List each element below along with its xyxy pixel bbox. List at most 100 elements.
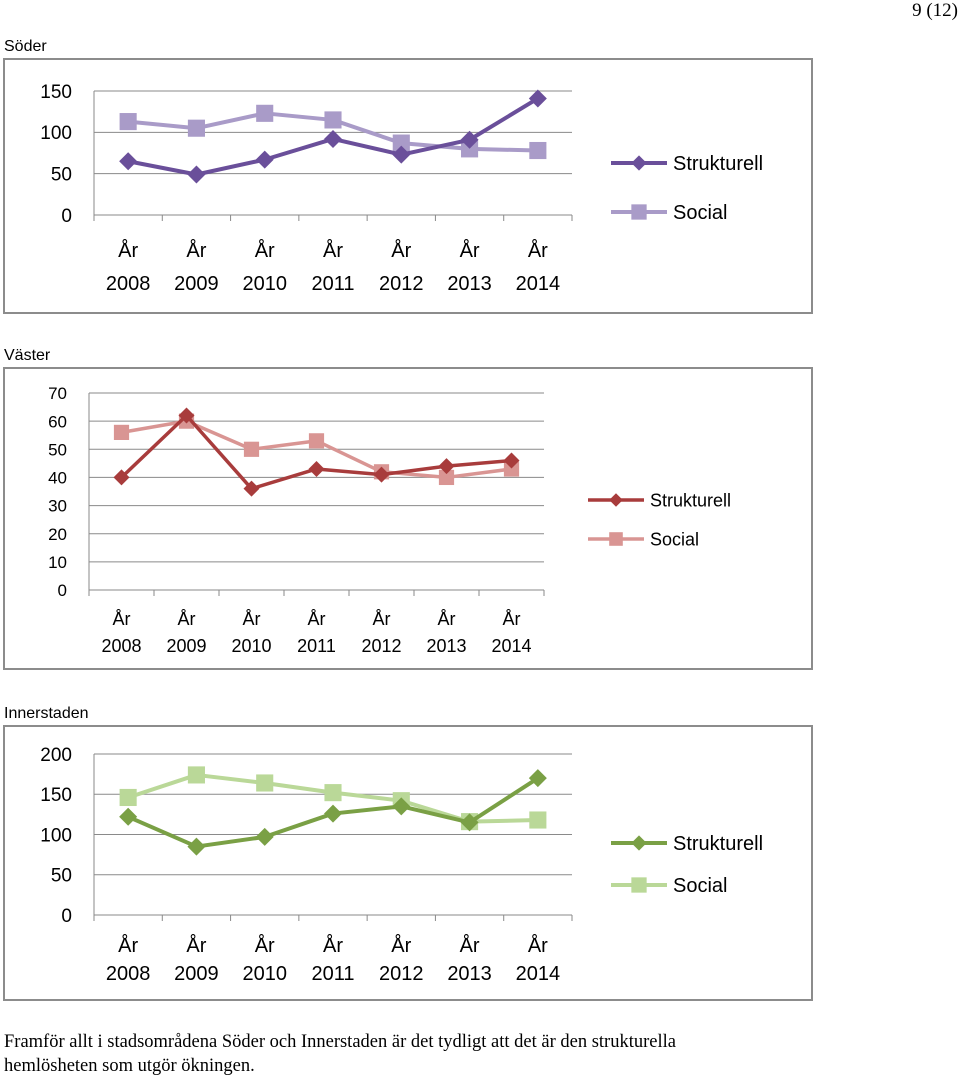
legend-marker [631, 835, 647, 851]
x-tick-label: År [118, 239, 138, 262]
data-point-strukturell [119, 807, 138, 826]
x-tick-label: 2014 [516, 963, 561, 985]
x-tick-label: 2008 [106, 273, 151, 295]
data-point-strukturell [113, 469, 130, 486]
x-tick-label: År [391, 934, 411, 957]
x-tick-label: 2009 [166, 636, 206, 656]
data-point-strukturell [373, 466, 390, 483]
x-tick-label: 2011 [311, 273, 354, 295]
y-tick-label: 150 [40, 82, 72, 103]
y-tick-label: 0 [61, 206, 72, 227]
chart-soder: 0 50 100 150 År 2008 År 2009 År 2010 År 2011 År 2012 Å… [3, 58, 813, 314]
y-tick-label: 50 [51, 165, 72, 186]
data-point-strukturell [324, 129, 342, 148]
x-tick-label: År [113, 609, 131, 629]
data-point-strukturell [438, 458, 455, 475]
x-tick-label: År [391, 239, 411, 262]
x-tick-label: 2014 [516, 273, 561, 295]
x-tick-label: År [255, 934, 275, 957]
x-tick-label: 2011 [311, 963, 354, 985]
y-tick-label: 10 [48, 553, 67, 572]
x-tick-label: 2009 [174, 273, 219, 295]
x-tick-label: 2008 [101, 636, 141, 656]
y-tick-label: 50 [48, 440, 67, 459]
data-point-social [438, 469, 455, 486]
data-point-social [256, 774, 274, 792]
x-tick-label: År [186, 239, 206, 262]
legend-marker [631, 155, 647, 171]
x-tick-label: År [323, 934, 343, 957]
x-tick-label: 2010 [231, 636, 271, 656]
x-tick-label: År [243, 609, 261, 629]
x-tick-label: 2008 [106, 963, 151, 985]
data-point-strukturell [392, 797, 411, 816]
data-point-social [461, 140, 479, 158]
x-tick-label: År [438, 609, 456, 629]
data-point-social [119, 788, 137, 807]
legend-label: Strukturell [650, 490, 731, 510]
data-point-social [529, 811, 547, 829]
y-tick-label: 100 [40, 123, 72, 144]
data-point-strukturell [187, 837, 206, 856]
x-tick-label: År [528, 934, 548, 957]
data-point-strukturell [178, 407, 195, 424]
legend-marker [609, 532, 623, 546]
x-tick-label: År [178, 609, 196, 629]
data-point-strukturell [255, 150, 274, 169]
x-tick-label: 2011 [297, 636, 336, 656]
x-tick-label: 2012 [361, 636, 401, 656]
data-point-social [119, 113, 137, 131]
page-number: 9 (12) [912, 0, 958, 21]
data-point-social [392, 134, 410, 152]
line-chart-innerstaden: 0 50 100 150 200 År 2008 År 2009 År 2010 År 2011 År 20… [40, 745, 763, 985]
x-tick-label: 2010 [242, 963, 287, 985]
data-point-social [187, 766, 205, 784]
y-tick-label: 150 [40, 785, 72, 806]
data-point-social [324, 784, 342, 802]
x-tick-label: År [460, 934, 480, 957]
data-point-strukturell [503, 452, 520, 469]
x-tick-label: 2014 [491, 636, 531, 656]
y-tick-label: 0 [58, 581, 67, 600]
x-tick-label: År [118, 934, 138, 957]
x-tick-label: År [323, 239, 343, 262]
data-point-social [187, 119, 205, 137]
data-point-social [113, 424, 130, 440]
chart-innerstaden: 0 50 100 150 200 År 2008 År 2009 År 2010 År 2011 År 20… [3, 725, 813, 1001]
data-point-social [256, 104, 274, 122]
legend-label: Social [650, 529, 699, 549]
y-tick-label: 100 [40, 825, 72, 846]
line-chart-soder: 0 50 100 150 År 2008 År 2009 År 2010 År 2011 År 2012 Å… [40, 82, 763, 295]
legend-marker [609, 493, 623, 507]
body-line-2: hemlösheten som utgör ökningen. [4, 1056, 255, 1076]
x-tick-label: År [503, 609, 521, 629]
x-tick-label: 2013 [447, 273, 492, 295]
y-tick-label: 0 [61, 906, 72, 927]
x-tick-label: År [373, 609, 391, 629]
y-tick-label: 50 [51, 866, 72, 887]
x-tick-label: 2013 [447, 963, 492, 985]
y-tick-label: 70 [48, 384, 67, 403]
data-point-strukturell [528, 89, 547, 108]
section-title-innerstaden: Innerstaden [4, 705, 89, 722]
x-tick-label: 2012 [379, 273, 424, 295]
data-point-social [529, 141, 547, 160]
x-tick-label: 2010 [242, 273, 287, 295]
legend-label: Strukturell [673, 833, 763, 855]
x-tick-label: År [308, 609, 326, 629]
data-point-social [308, 433, 325, 449]
y-tick-label: 30 [48, 497, 67, 516]
data-point-strukturell [243, 480, 260, 497]
data-point-strukturell [187, 165, 206, 184]
y-tick-label: 60 [48, 412, 67, 431]
y-tick-label: 40 [48, 469, 67, 488]
chart-vaster: 0 10 20 30 40 50 60 70 År 2008 År 2009 År 2010 År 2011 Å… [3, 367, 813, 670]
x-tick-label: År [255, 239, 275, 262]
data-point-strukturell [392, 145, 411, 164]
section-title-vaster: Väster [4, 347, 51, 364]
legend-label: Social [673, 875, 727, 897]
x-tick-label: År [460, 239, 480, 262]
section-title-soder: Söder [4, 38, 47, 55]
data-point-strukturell [255, 827, 274, 846]
data-point-social [324, 111, 342, 129]
